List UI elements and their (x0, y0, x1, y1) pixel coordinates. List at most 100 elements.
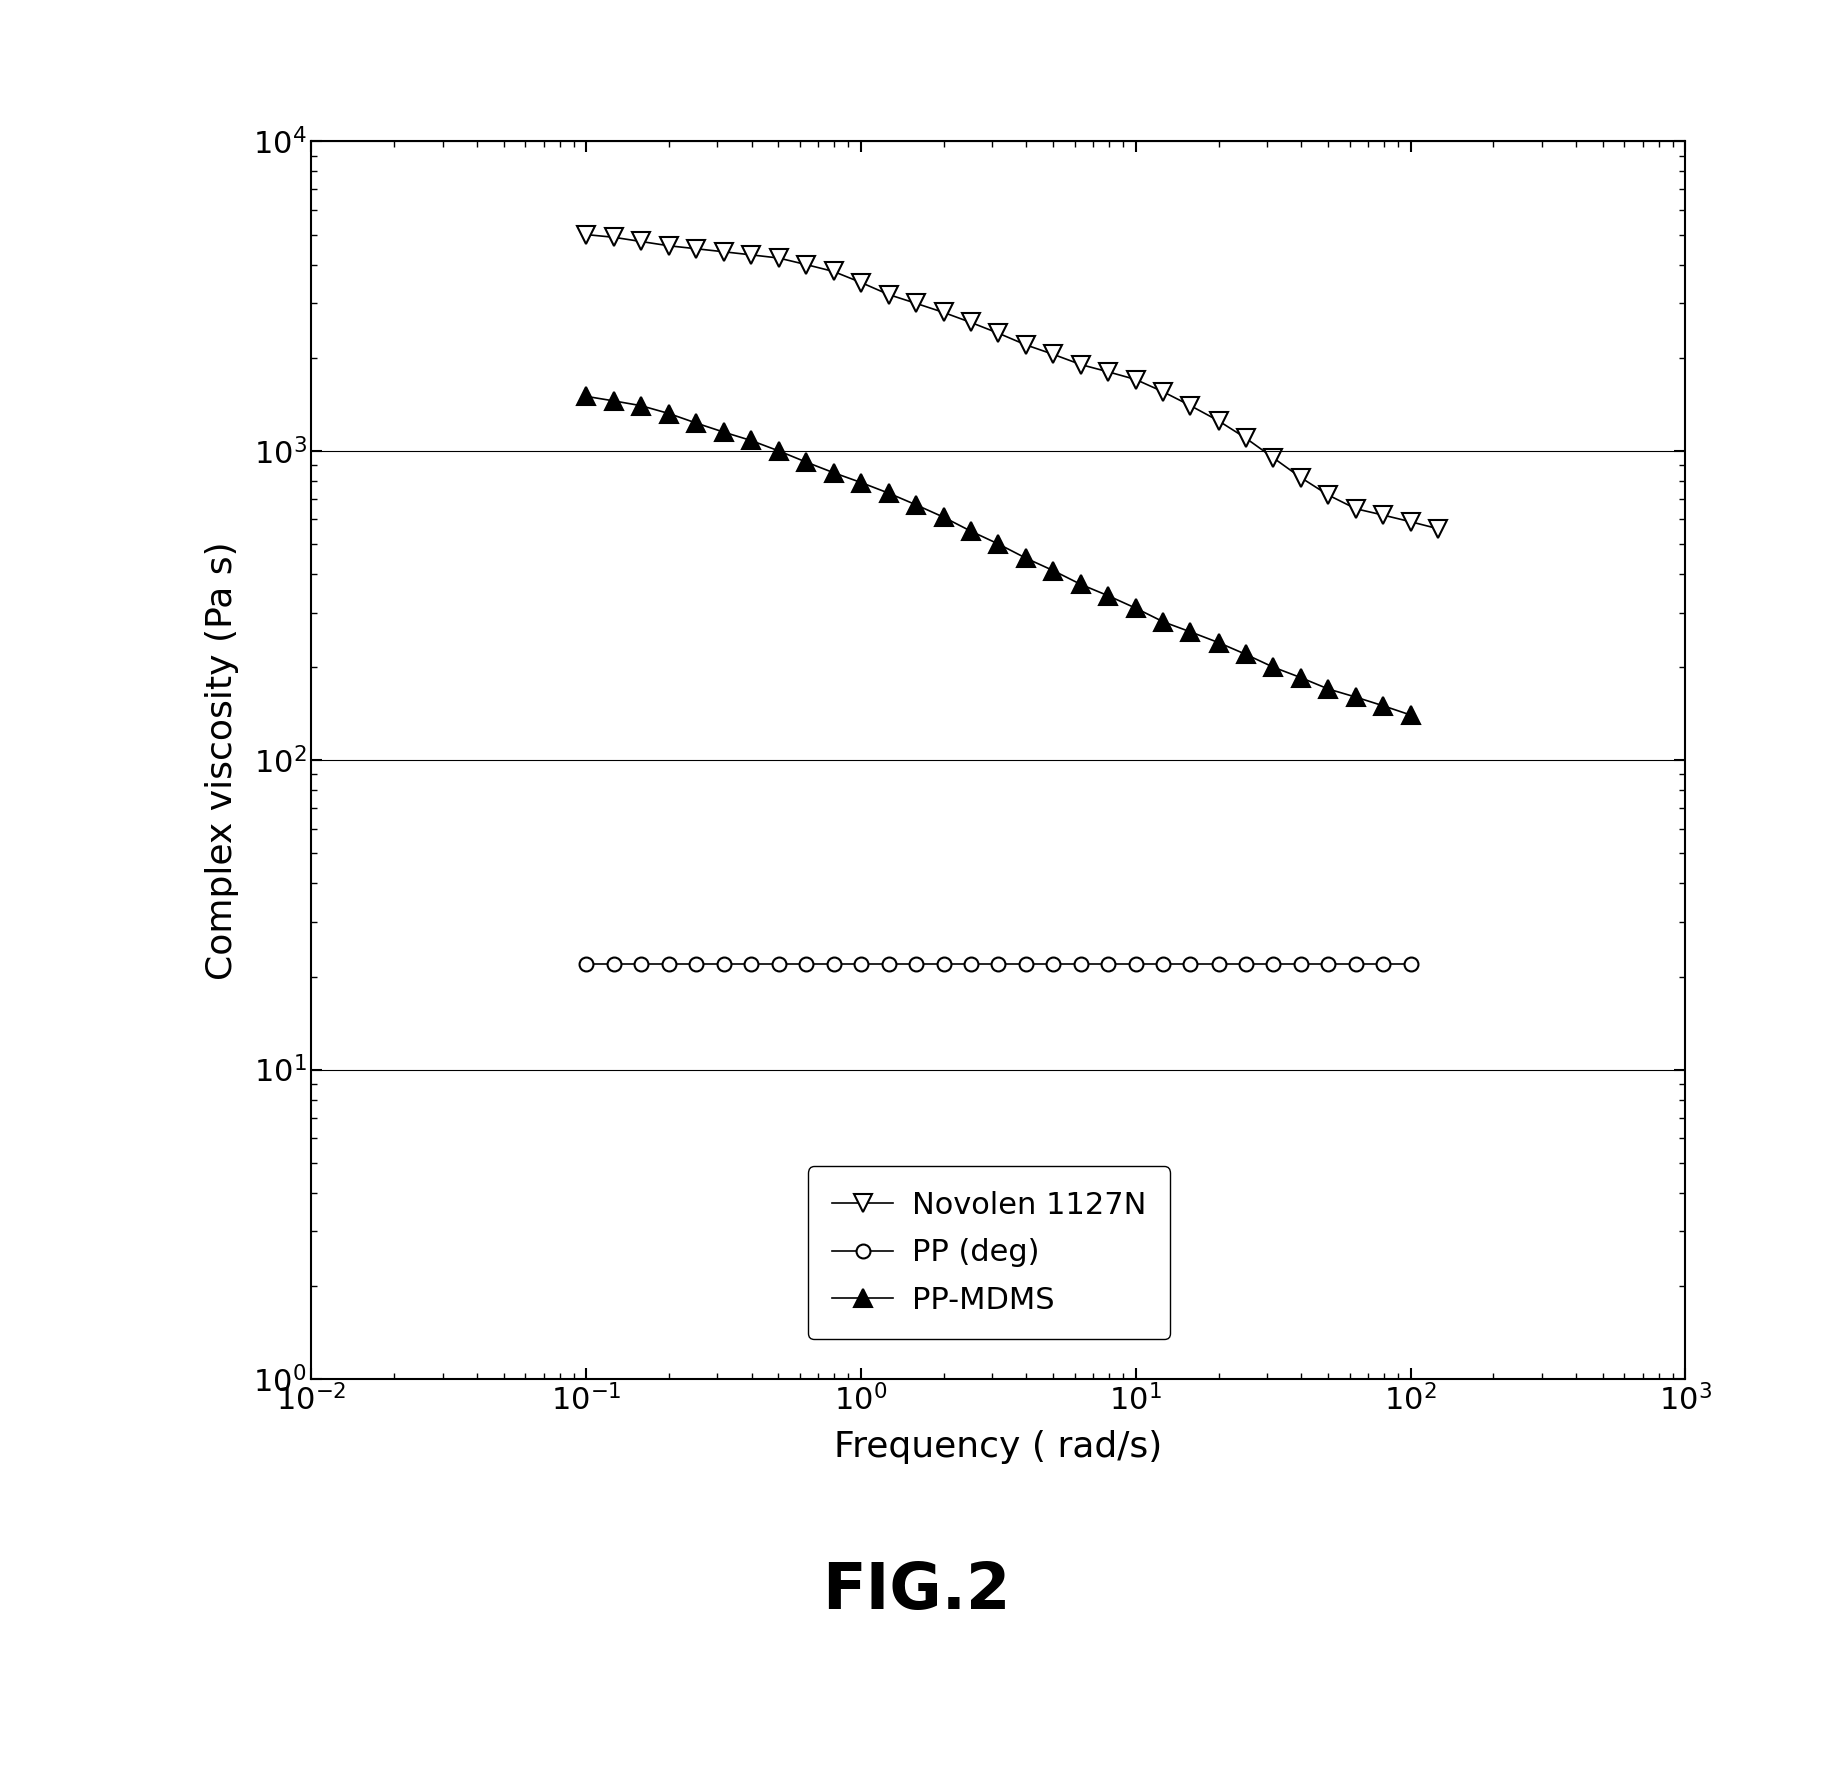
Novolen 1127N (1207, 410, 1229, 431)
Novolen 1127N (905, 293, 927, 315)
PP (deg) (795, 953, 817, 974)
Novolen 1127N (1372, 504, 1394, 525)
Novolen 1127N (1262, 447, 1284, 469)
PP (deg) (987, 953, 1009, 974)
PP (deg) (685, 953, 707, 974)
PP-MDMS (575, 385, 597, 407)
PP (deg) (658, 953, 680, 974)
Novolen 1127N (1345, 499, 1367, 520)
Novolen 1127N (1125, 370, 1147, 391)
PP-MDMS (1345, 686, 1367, 707)
Text: FIG.2: FIG.2 (823, 1559, 1009, 1623)
Novolen 1127N (1097, 361, 1119, 382)
PP (deg) (823, 953, 845, 974)
PP (deg) (1152, 953, 1174, 974)
PP-MDMS (630, 394, 652, 415)
PP (deg) (1345, 953, 1367, 974)
PP-MDMS (713, 421, 735, 442)
Novolen 1127N (878, 285, 900, 306)
PP (deg) (1180, 953, 1202, 974)
PP (deg) (1015, 953, 1037, 974)
Novolen 1127N (932, 302, 954, 324)
Novolen 1127N (1180, 394, 1202, 415)
PP (deg) (1042, 953, 1064, 974)
PP (deg) (850, 953, 872, 974)
Line: Novolen 1127N: Novolen 1127N (577, 226, 1447, 537)
Novolen 1127N (960, 311, 982, 332)
PP (deg) (575, 953, 597, 974)
Novolen 1127N (987, 322, 1009, 343)
PP-MDMS (603, 391, 625, 412)
PP-MDMS (1097, 585, 1119, 606)
PP (deg) (1290, 953, 1312, 974)
PP-MDMS (987, 534, 1009, 555)
PP-MDMS (1180, 621, 1202, 642)
PP (deg) (1125, 953, 1147, 974)
PP-MDMS (850, 472, 872, 493)
Novolen 1127N (1427, 518, 1449, 539)
Novolen 1127N (713, 240, 735, 262)
PP (deg) (1400, 953, 1422, 974)
PP-MDMS (1042, 560, 1064, 582)
PP (deg) (1372, 953, 1394, 974)
PP-MDMS (960, 520, 982, 541)
PP-MDMS (658, 403, 680, 424)
PP-MDMS (1317, 679, 1339, 700)
PP (deg) (1317, 953, 1339, 974)
Novolen 1127N (658, 235, 680, 256)
PP-MDMS (795, 451, 817, 472)
Novolen 1127N (1015, 334, 1037, 355)
Novolen 1127N (1152, 382, 1174, 403)
PP-MDMS (905, 493, 927, 514)
Novolen 1127N (1235, 428, 1257, 449)
PP-MDMS (1262, 656, 1284, 677)
PP (deg) (1262, 953, 1284, 974)
PP (deg) (713, 953, 735, 974)
Line: PP-MDMS: PP-MDMS (577, 387, 1420, 725)
PP-MDMS (1207, 631, 1229, 652)
PP (deg) (1070, 953, 1092, 974)
Novolen 1127N (1070, 354, 1092, 375)
Novolen 1127N (795, 255, 817, 276)
PP (deg) (905, 953, 927, 974)
PP (deg) (1097, 953, 1119, 974)
PP-MDMS (1015, 548, 1037, 569)
PP-MDMS (1235, 644, 1257, 665)
PP-MDMS (1070, 575, 1092, 596)
X-axis label: Frequency ( rad/s): Frequency ( rad/s) (834, 1430, 1163, 1464)
PP-MDMS (1372, 695, 1394, 716)
PP (deg) (1235, 953, 1257, 974)
PP-MDMS (1290, 667, 1312, 688)
Novolen 1127N (630, 232, 652, 253)
PP (deg) (603, 953, 625, 974)
Novolen 1127N (603, 226, 625, 248)
Novolen 1127N (685, 239, 707, 260)
PP (deg) (932, 953, 954, 974)
PP (deg) (960, 953, 982, 974)
Novolen 1127N (768, 248, 790, 269)
PP (deg) (740, 953, 762, 974)
PP-MDMS (1125, 598, 1147, 619)
PP-MDMS (1400, 704, 1422, 725)
Novolen 1127N (1317, 484, 1339, 506)
PP-MDMS (740, 430, 762, 451)
Novolen 1127N (1290, 467, 1312, 488)
PP (deg) (878, 953, 900, 974)
Novolen 1127N (1042, 343, 1064, 364)
Novolen 1127N (1400, 511, 1422, 532)
PP-MDMS (1152, 612, 1174, 633)
PP-MDMS (823, 461, 845, 483)
PP (deg) (1207, 953, 1229, 974)
Legend: Novolen 1127N, PP (deg), PP-MDMS: Novolen 1127N, PP (deg), PP-MDMS (808, 1167, 1171, 1338)
PP (deg) (768, 953, 790, 974)
Novolen 1127N (823, 262, 845, 283)
PP (deg) (630, 953, 652, 974)
Novolen 1127N (740, 244, 762, 265)
PP-MDMS (685, 412, 707, 433)
PP-MDMS (932, 507, 954, 529)
Novolen 1127N (575, 225, 597, 246)
Y-axis label: Complex viscosity (Pa s): Complex viscosity (Pa s) (205, 541, 240, 979)
Novolen 1127N (850, 272, 872, 293)
PP-MDMS (878, 483, 900, 504)
Line: PP (deg): PP (deg) (579, 956, 1418, 971)
